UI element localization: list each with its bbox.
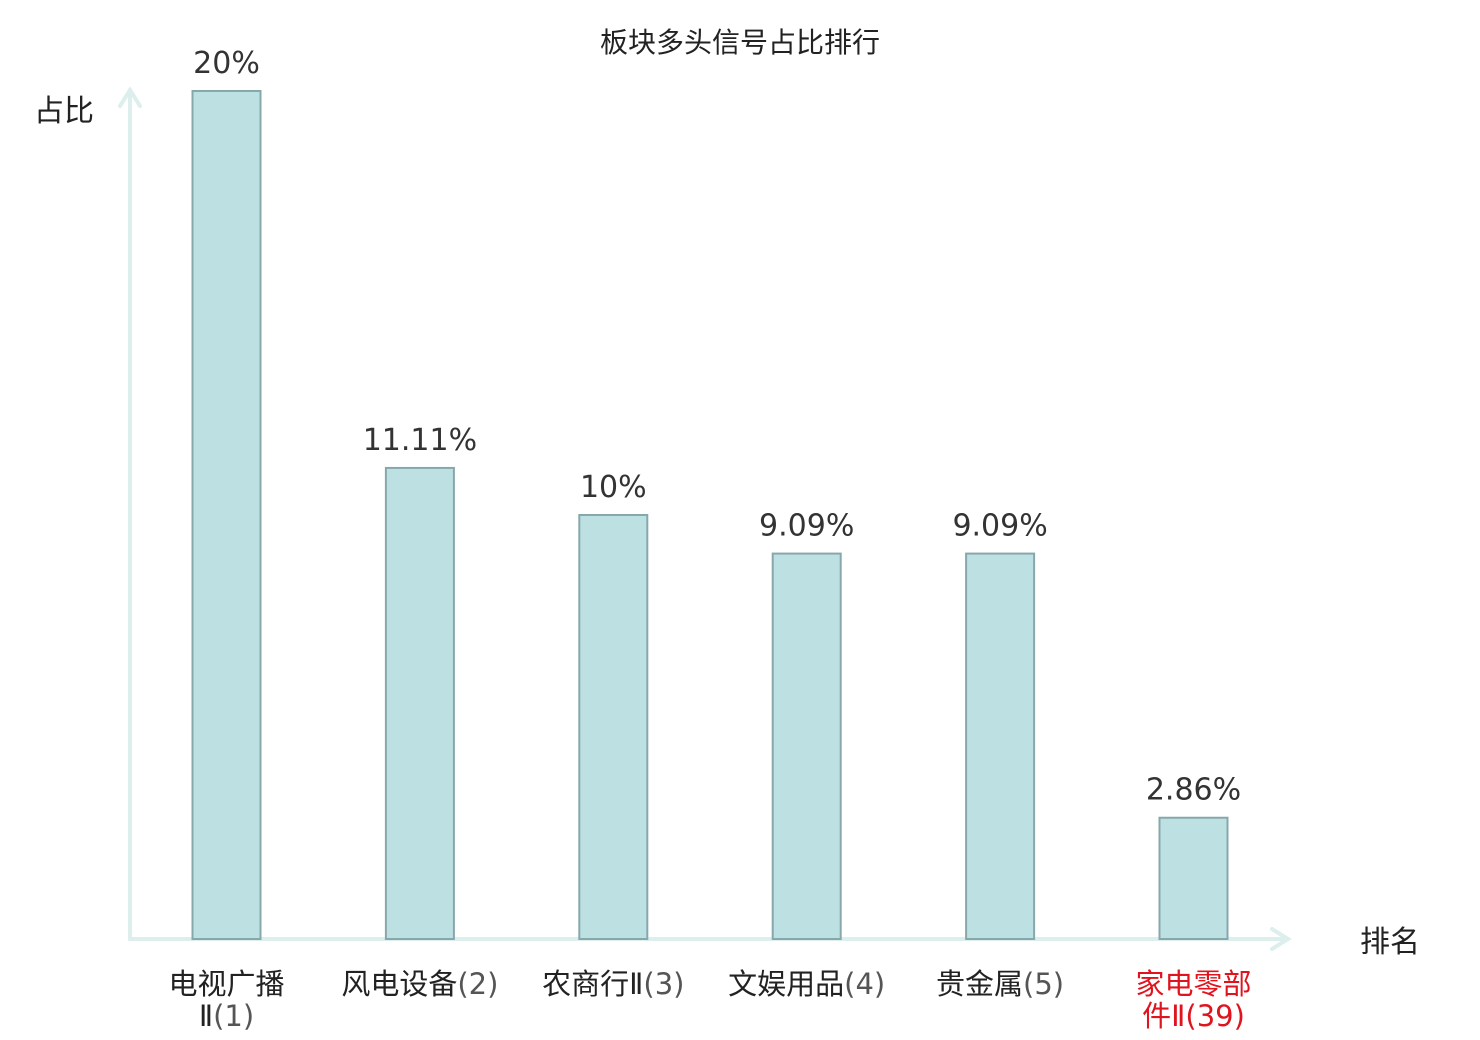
value-labels: 20% 11.11% 10% 9.09% 9.09% 2.86% [193, 46, 1241, 808]
x-axis-arrow [1270, 927, 1292, 951]
bar [578, 514, 649, 940]
category-label: 家电零部件Ⅱ(39) [1135, 967, 1251, 1033]
y-axis-label: 占比 [34, 94, 94, 129]
category-name: 风电设备 [341, 967, 457, 1001]
category-rank: (39) [1185, 999, 1245, 1033]
bars [191, 90, 1229, 941]
value-label: 20% [193, 46, 260, 81]
category-label: 农商行Ⅱ(3) [542, 967, 684, 1001]
category-label: 风电设备(2) [341, 967, 498, 1001]
category-label: 贵金属(5) [936, 967, 1064, 1001]
category-labels: 电视广播 Ⅱ(1) 风电设备(2) 农商行Ⅱ(3) 文娱用品(4) 贵金属(5) 家电零部件… [168, 967, 1251, 1033]
category-name: 农商行Ⅱ [542, 967, 643, 1001]
value-label: 10% [580, 470, 647, 505]
category-rank: (5) [1023, 967, 1064, 1001]
value-label: 11.11% [363, 423, 477, 458]
value-label: 9.09% [759, 509, 854, 544]
bar [384, 466, 455, 940]
category-label: 电视广播 Ⅱ(1) [168, 967, 284, 1033]
y-axis-arrow [118, 86, 142, 108]
category-name: Ⅱ [199, 999, 213, 1033]
chart-title: 板块多头信号占比排行 [600, 26, 880, 59]
value-label: 9.09% [952, 509, 1047, 544]
bar [771, 552, 842, 940]
category-rank: (2) [457, 967, 498, 1001]
category-name: 家电零部 [1135, 967, 1251, 1001]
x-axis-label: 排名 [1360, 925, 1420, 960]
category-rank: (4) [844, 967, 885, 1001]
category-name: 电视广播 [168, 967, 284, 1001]
bar [191, 90, 262, 940]
category-name: 贵金属 [936, 967, 1023, 1001]
category-label: 文娱用品(4) [728, 967, 885, 1001]
category-rank: (1) [213, 999, 254, 1033]
category-name: 文娱用品 [728, 967, 844, 1001]
axes [118, 86, 1292, 951]
value-label: 2.86% [1146, 773, 1241, 808]
category-rank: (3) [643, 967, 684, 1001]
bar [1158, 816, 1229, 941]
category-name: 件Ⅱ [1142, 999, 1185, 1033]
bar [965, 552, 1036, 940]
